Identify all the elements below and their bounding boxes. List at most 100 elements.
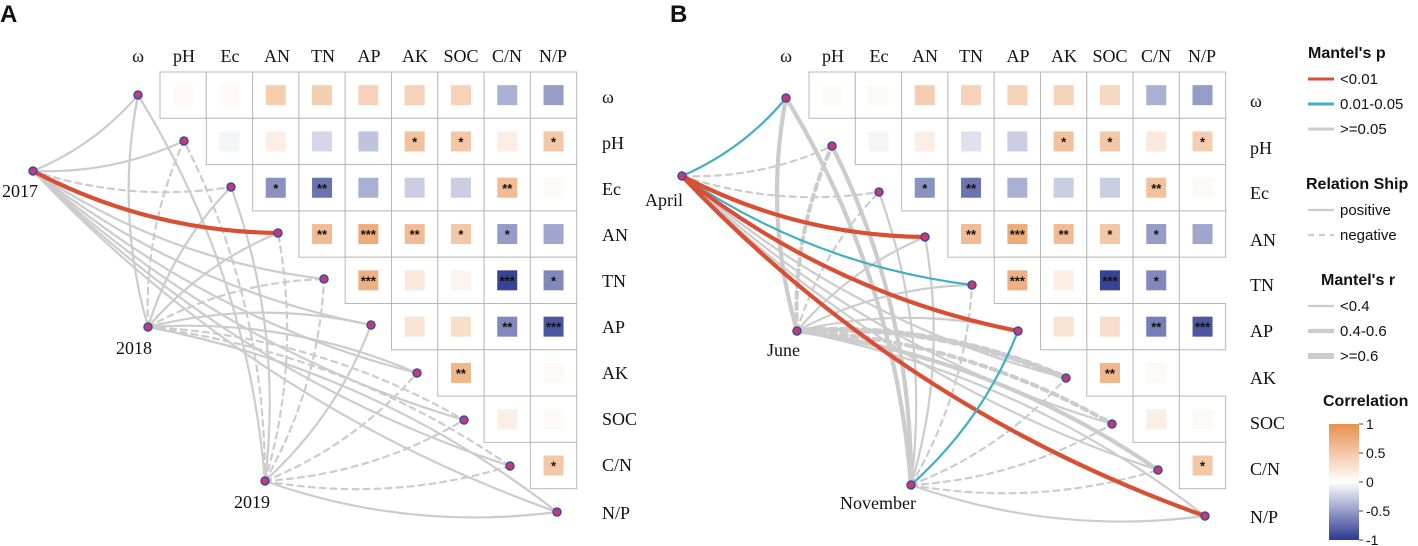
heatmap-square	[1053, 316, 1074, 337]
mantel-link	[795, 235, 927, 333]
heatmap-cell	[901, 71, 949, 119]
mantel-link	[909, 376, 1068, 487]
legend-label: <0.01	[1340, 71, 1378, 88]
column-header: AN	[264, 46, 290, 66]
mantel-link	[146, 185, 233, 329]
legend-label: positive	[1340, 202, 1391, 219]
heatmap-square	[497, 409, 518, 430]
variable-node	[967, 280, 977, 290]
heatmap-square	[497, 177, 518, 198]
heatmap-square	[404, 131, 425, 152]
row-label: pH	[602, 133, 624, 153]
heatmap-square	[1007, 224, 1028, 245]
heatmap-square	[914, 131, 935, 152]
significance-stars: **	[317, 181, 328, 196]
mantel-link	[31, 93, 140, 173]
significance-stars: *	[458, 134, 464, 149]
mantel-link	[263, 479, 559, 519]
significance-stars: **	[456, 366, 467, 381]
column-header: ω	[780, 46, 792, 66]
mantel-link	[31, 169, 559, 514]
significance-stars: **	[1059, 227, 1070, 242]
variable-node	[781, 93, 791, 103]
heatmap-square	[450, 131, 471, 152]
variable-node	[827, 141, 837, 151]
heatmap-square	[497, 85, 518, 106]
column-header: AP	[357, 46, 380, 66]
column-header: ω	[132, 46, 144, 66]
legend-label: >=0.05	[1340, 121, 1387, 138]
heatmap-square	[450, 362, 471, 383]
heatmap-square	[543, 177, 564, 198]
variable-node	[412, 368, 422, 378]
heatmap-square	[358, 177, 379, 198]
significance-stars: *	[551, 273, 557, 288]
group-label: April	[645, 190, 683, 210]
significance-stars: *	[1200, 459, 1206, 474]
group-label: 2018	[116, 338, 152, 358]
variable-node	[273, 228, 283, 238]
heatmap-square	[1007, 85, 1028, 106]
variable-node	[366, 320, 376, 330]
mantel-link	[136, 93, 267, 483]
heatmap-square	[914, 177, 935, 198]
row-label: N/P	[602, 503, 630, 523]
heatmap-square	[1192, 316, 1213, 337]
heatmap-square	[312, 224, 333, 245]
heatmap-square	[1146, 224, 1167, 245]
heatmap-square	[961, 224, 982, 245]
panel-b: Bω pH Ec AN TN AP AK SOC C/N N/P ω pH Ec AN TN AP AK SOC C…	[645, 1, 1285, 527]
heatmap-square	[1053, 270, 1074, 291]
panel-a: Aω pH Ec AN TN AP AK SOC C/N N/P ω pH Ec AN TN AP AK SOC C…	[0, 1, 637, 523]
significance-stars: *	[922, 181, 928, 196]
column-header: AK	[402, 46, 428, 66]
heatmap-square	[450, 85, 471, 106]
group-node	[28, 166, 38, 176]
legend-label: <0.4	[1340, 298, 1370, 315]
heatmap-square	[1146, 270, 1167, 291]
variable-node	[1013, 326, 1023, 336]
variable-node	[1061, 373, 1071, 383]
significance-stars: **	[966, 227, 977, 242]
significance-stars: *	[505, 227, 511, 242]
row-label: TN	[602, 271, 626, 291]
significance-stars: **	[502, 320, 513, 335]
row-label: AP	[602, 317, 625, 337]
mantel-link	[229, 185, 271, 483]
column-header: AP	[1006, 46, 1029, 66]
group-label: 2017	[2, 181, 38, 201]
heatmap-square	[1192, 224, 1213, 245]
mantel-link	[783, 95, 914, 488]
variable-node	[552, 507, 562, 517]
heatmap-square	[450, 270, 471, 291]
mantel-link	[877, 190, 918, 487]
heatmap-square	[1099, 131, 1120, 152]
heatmap-square	[404, 224, 425, 245]
mantel-link	[182, 139, 267, 483]
column-header: SOC	[1092, 46, 1127, 66]
significance-stars: *	[1107, 227, 1113, 242]
variable-node	[319, 274, 329, 284]
heatmap-square	[543, 270, 564, 291]
legend-label: 0.4-0.6	[1340, 323, 1387, 340]
group-node	[143, 322, 153, 332]
significance-stars: ***	[1010, 227, 1026, 242]
significance-stars: *	[551, 459, 557, 474]
heatmap-square	[1146, 177, 1167, 198]
heatmap-square	[961, 131, 982, 152]
heatmap-cell	[529, 164, 578, 212]
heatmap-square	[543, 316, 564, 337]
variable-node	[505, 461, 515, 471]
variable-node	[920, 232, 930, 242]
heatmap-square	[961, 177, 982, 198]
mantel-link	[263, 323, 373, 483]
heatmap-cell	[529, 349, 578, 397]
variable-node	[459, 415, 469, 425]
significance-stars: *	[1200, 134, 1206, 149]
column-header: Ec	[221, 46, 240, 66]
colorbar-label: 1	[1366, 416, 1374, 432]
mantel-link	[31, 169, 419, 375]
significance-stars: ***	[1195, 320, 1211, 335]
heatmap-square	[358, 131, 379, 152]
heatmap: * * ** ** **** *** ** * **** *** *** ******	[159, 71, 578, 490]
